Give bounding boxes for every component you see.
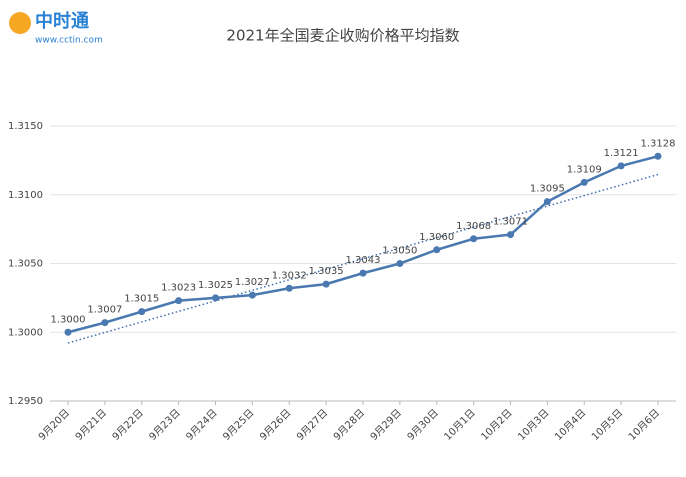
x-tick-label: 9月26日 (257, 407, 293, 443)
point (101, 319, 109, 327)
point (212, 294, 219, 302)
value-label: 1.3071 (493, 217, 528, 228)
x-tick-label: 10月5日 (589, 407, 625, 443)
x-tick-label: 9月20日 (36, 407, 72, 443)
value-label: 1.3015 (124, 294, 159, 305)
y-tick-label: 1.3150 (8, 121, 43, 132)
x-tick-label: 10月3日 (515, 407, 551, 443)
x-tick-label: 9月24日 (184, 407, 220, 443)
value-label: 1.3095 (530, 184, 565, 195)
y-tick-label: 1.3100 (8, 190, 43, 201)
point (322, 280, 330, 288)
x-tick-label: 9月21日 (73, 407, 109, 443)
point (64, 328, 72, 336)
point (543, 198, 551, 206)
logo-url: www.cctin.com (35, 36, 103, 46)
x-tick-label: 9月25日 (220, 407, 256, 443)
value-label: 1.3050 (382, 246, 417, 257)
value-label: 1.3128 (641, 138, 676, 149)
point (580, 178, 588, 186)
line (67, 155, 659, 334)
logo-name: 中时通 (35, 10, 89, 32)
y-tick-label: 1.3000 (8, 327, 43, 338)
value-label: 1.3032 (272, 270, 307, 281)
x-tick-label: 10月6日 (626, 407, 662, 443)
point (433, 246, 441, 254)
x-tick-label: 9月23日 (147, 407, 183, 443)
x-tick-label: 10月1日 (442, 407, 478, 443)
x-tick-label: 9月29日 (368, 407, 404, 443)
value-label: 1.3121 (604, 148, 639, 159)
y-tick-label: 1.2950 (8, 396, 43, 407)
x-tick-label: 10月4日 (552, 407, 588, 443)
point (654, 152, 662, 160)
value-label: 1.3109 (567, 164, 602, 175)
point (175, 297, 183, 305)
x-tick-label: 9月28日 (331, 407, 367, 443)
point (470, 235, 478, 243)
x-tick-label: 10月2日 (479, 407, 515, 443)
value-label: 1.3035 (309, 266, 344, 277)
point (285, 284, 293, 292)
logo-icon (9, 12, 31, 34)
point (138, 308, 146, 316)
value-label: 1.3000 (51, 314, 86, 325)
x-tick-label: 9月22日 (110, 407, 146, 443)
point (507, 231, 514, 239)
value-label: 1.3027 (235, 277, 270, 288)
value-label: 1.3060 (419, 232, 454, 243)
chart-title: 2021年全国麦企收购价格平均指数 (226, 27, 459, 45)
value-label: 1.3023 (161, 283, 196, 294)
point (248, 291, 256, 299)
point (396, 260, 404, 267)
value-label: 1.3043 (346, 255, 381, 266)
value-label: 1.3007 (87, 305, 122, 316)
x-tick-label: 9月30日 (405, 407, 441, 443)
y-tick-label: 1.3050 (8, 259, 43, 270)
point (617, 162, 625, 170)
value-label: 1.3025 (198, 280, 233, 291)
point (359, 269, 367, 277)
value-label: 1.3068 (456, 221, 491, 232)
x-tick-label: 9月27日 (294, 407, 330, 443)
